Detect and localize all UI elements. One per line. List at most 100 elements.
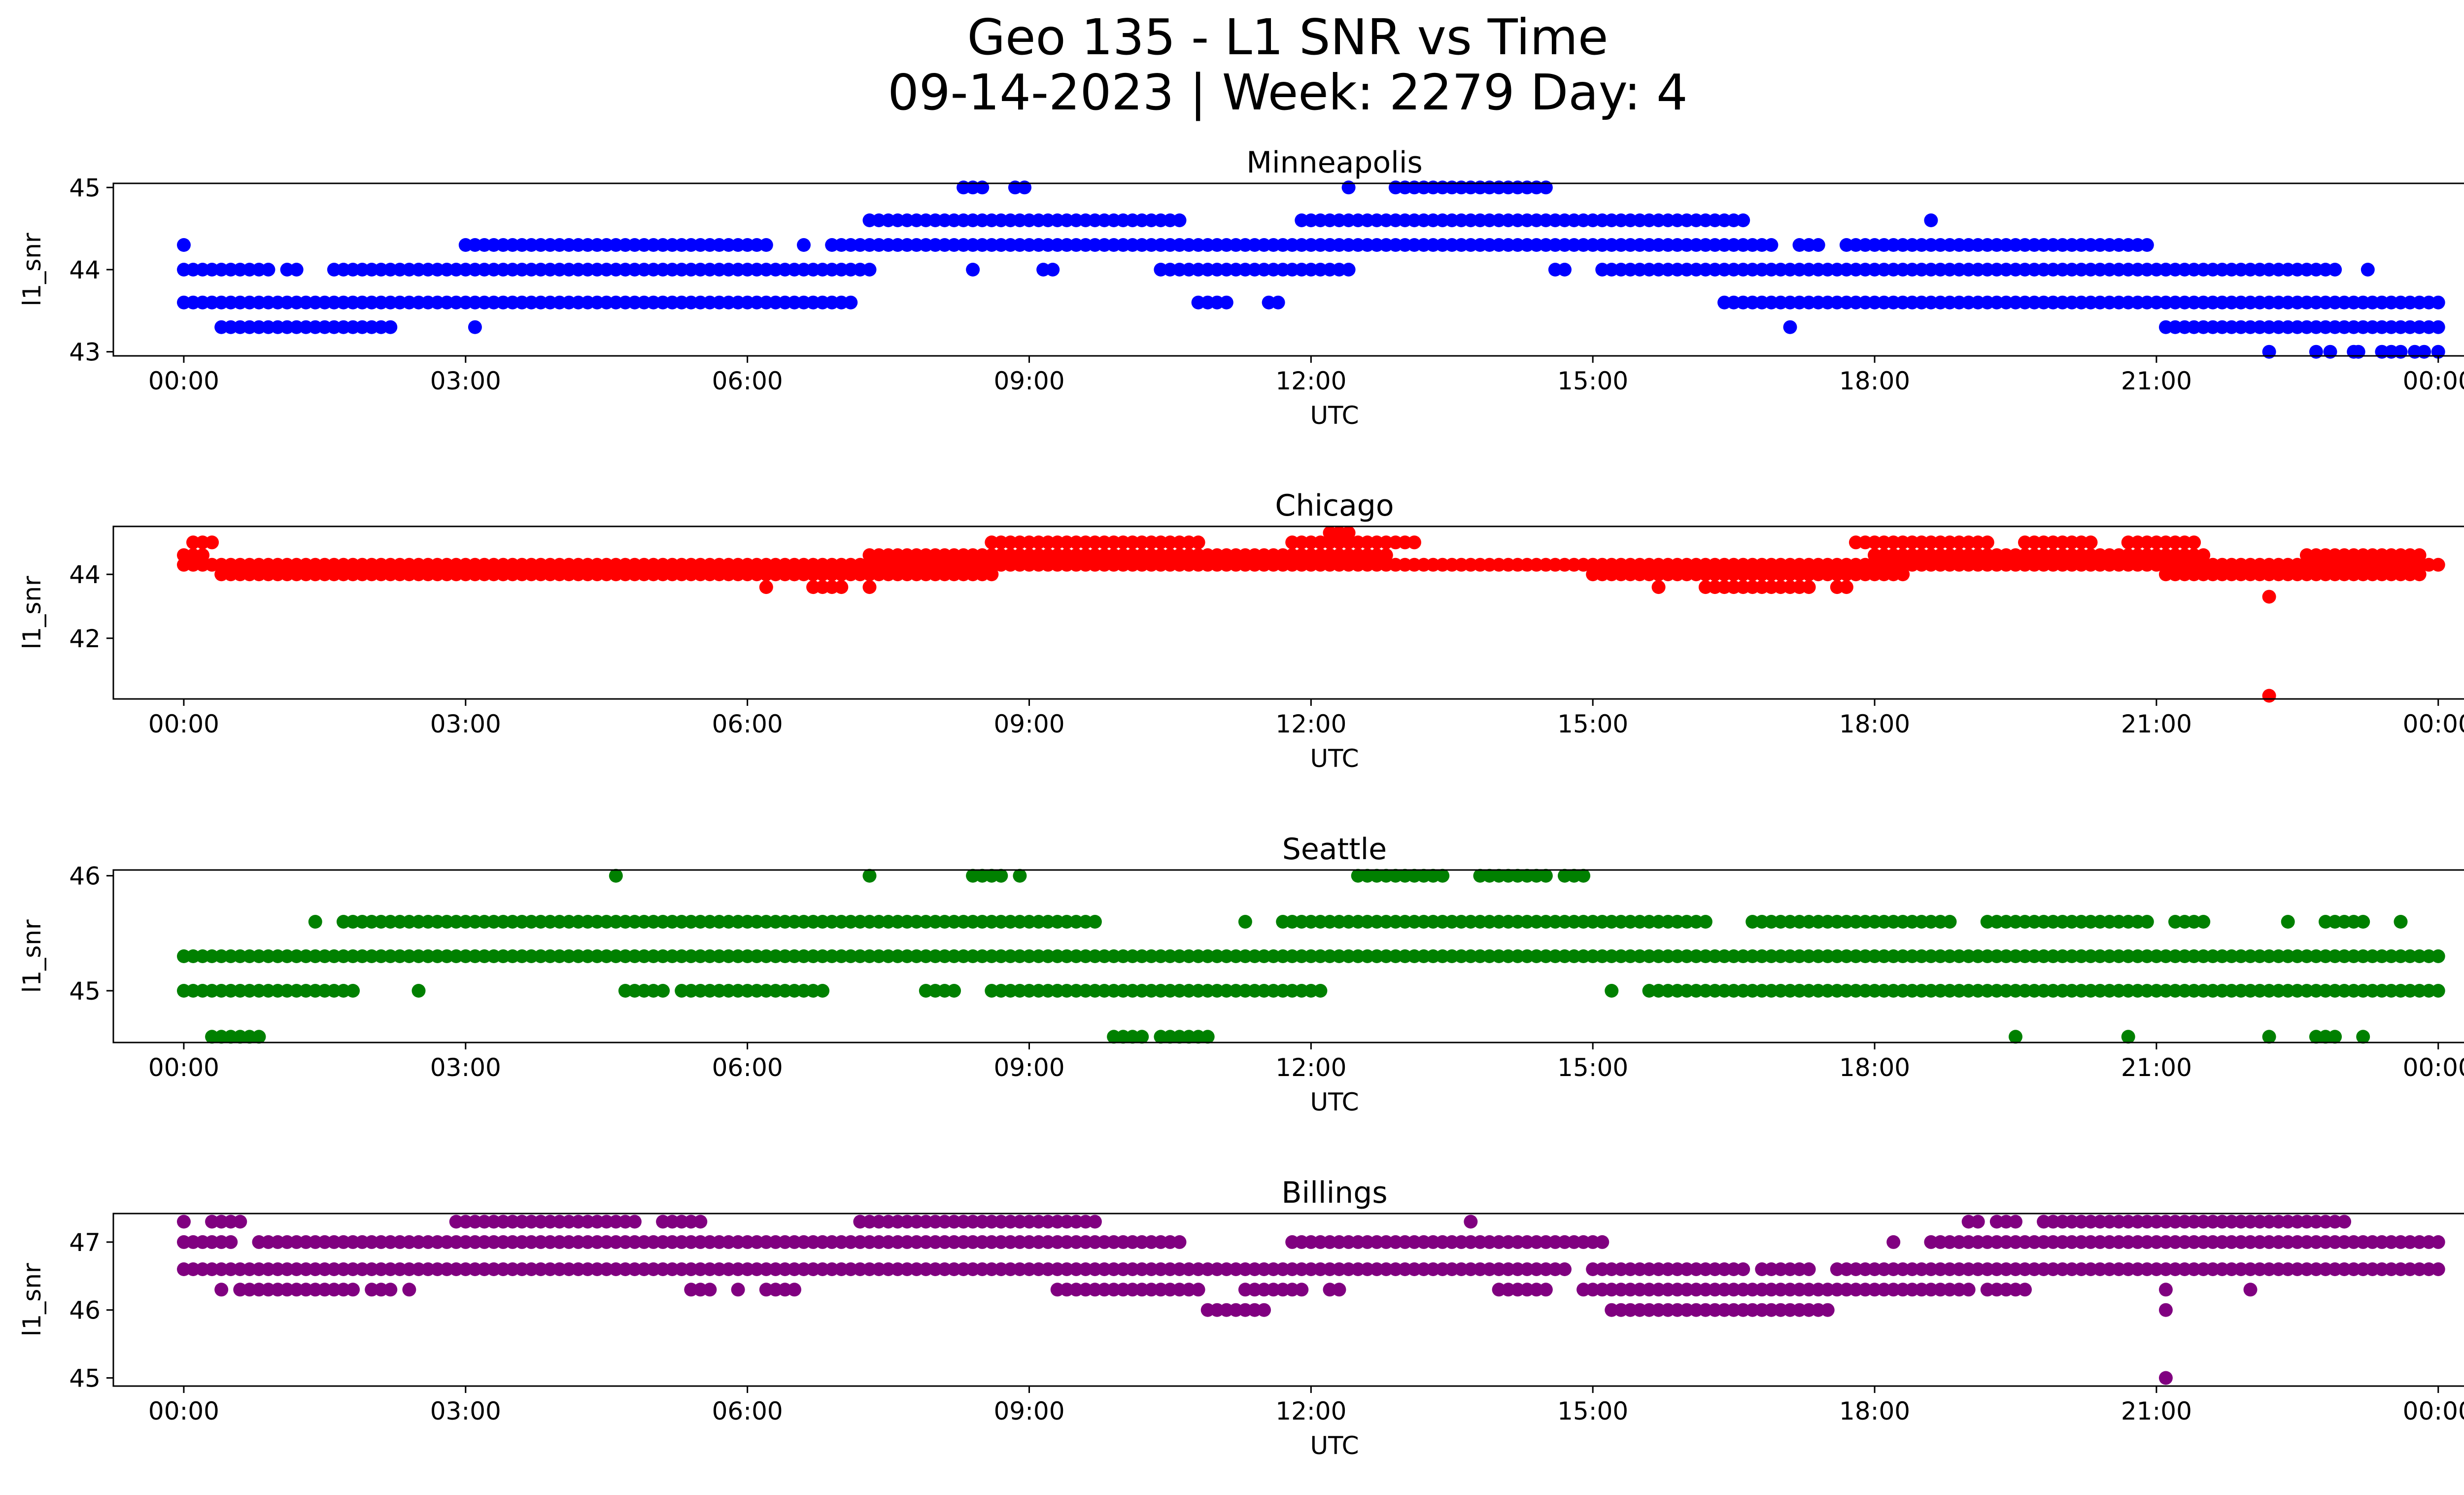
chart-1-xtick-label: 15:00: [1557, 710, 1628, 738]
chart-2-point: [1698, 915, 1712, 929]
chart-2-point: [2356, 915, 2370, 929]
chart-3-point: [2158, 1283, 2173, 1297]
chart-2-point: [609, 869, 623, 883]
chart-3-point: [1464, 1215, 1478, 1229]
chart-2-xtick-label: 12:00: [1275, 1053, 1346, 1082]
chart-0-point: [1736, 213, 1750, 227]
chart-3-point: [1971, 1215, 1985, 1229]
chart-2-point: [947, 984, 961, 998]
chart-2-title: Seattle: [1282, 832, 1387, 867]
chart-3-point: [1172, 1235, 1187, 1249]
chart-2-point: [1943, 915, 1957, 929]
chart-0-ylabel: l1_snr: [18, 233, 46, 306]
chart-3-point: [2431, 1262, 2445, 1276]
chart-3-point: [1088, 1215, 1102, 1229]
chart-0-point: [844, 295, 858, 310]
chart-3-point: [1595, 1235, 1609, 1249]
chart-3-point: [2158, 1371, 2173, 1385]
subplots: Minneapolis 00:00 03:00 06:00 09:00 12:00 15:0…: [18, 145, 2464, 1460]
chart-0-points: [177, 180, 2445, 359]
chart-3-point: [214, 1283, 229, 1297]
chart-1-title: Chicago: [1275, 488, 1394, 523]
chart-1-point: [2187, 535, 2201, 550]
chart-2-point: [1539, 869, 1553, 883]
chart-2-xtick-label: 00:00: [2403, 1053, 2464, 1082]
chart-2-point: [994, 869, 1008, 883]
chart-3-point: [2158, 1303, 2173, 1317]
chart-2-point: [1135, 1030, 1149, 1044]
chart-3-point: [1886, 1235, 1901, 1249]
chart-2-ytick-label: 45: [69, 977, 101, 1006]
chart-3-point: [224, 1235, 238, 1249]
chart-0-point: [468, 320, 482, 334]
chart-0-point: [759, 238, 773, 252]
chart-3-point: [402, 1283, 416, 1297]
chart-1-axes-frame: [112, 525, 2464, 700]
chart-0-point: [383, 320, 398, 334]
chart-1-xtick-label: 03:00: [430, 710, 501, 738]
chart-0-point: [862, 263, 877, 277]
chart-2-point: [2328, 1030, 2342, 1044]
chart-3-ylabel: l1_snr: [18, 1263, 46, 1336]
chart-0-xtick-label: 15:00: [1557, 367, 1628, 395]
chart-2-point: [1088, 915, 1102, 929]
chart-3-point: [2009, 1215, 2022, 1229]
chart-0-point: [1558, 263, 1572, 277]
chart-2-point: [2394, 915, 2408, 929]
chart-3-xtick-label: 00:00: [148, 1397, 219, 1425]
chart-2-point: [1200, 1030, 1215, 1044]
chart-3-point: [346, 1283, 360, 1297]
chart-3-xtick-label: 15:00: [1557, 1397, 1628, 1425]
chart-3-point: [1332, 1283, 1346, 1297]
chart-2-point: [2262, 1030, 2276, 1044]
chart-1-point: [205, 535, 219, 550]
chart-2-point: [252, 1030, 266, 1044]
chart-3-point: [703, 1283, 717, 1297]
chart-3-point: [1191, 1283, 1205, 1297]
chart-3-point: [1295, 1283, 1309, 1297]
chart-2-point: [1013, 869, 1027, 883]
chart-0: Minneapolis 00:00 03:00 06:00 09:00 12:00 15:0…: [18, 145, 2464, 430]
chart-1-point: [1980, 535, 1994, 550]
chart-1-point: [759, 580, 773, 594]
chart-2-point: [816, 984, 830, 998]
chart-1-point: [2412, 548, 2427, 562]
chart-2-xtick-label: 18:00: [1839, 1053, 1910, 1082]
chart-1-xtick-label: 06:00: [712, 710, 783, 738]
chart-2-point: [2281, 915, 2295, 929]
chart-2-point: [2121, 1030, 2135, 1044]
chart-0-point: [261, 263, 275, 277]
chart-1-xtick-label: 18:00: [1839, 710, 1910, 738]
chart-1-point: [196, 548, 210, 562]
chart-2-point: [346, 984, 360, 998]
chart-1: Chicago 00:00 03:00 06:00 09:00 12:00 15:00 18:…: [18, 488, 2464, 773]
chart-2-point: [411, 984, 426, 998]
chart-2-point: [1313, 984, 1328, 998]
chart-1-point: [834, 580, 849, 594]
chart-0-point: [289, 263, 304, 277]
chart-1-xtick-label: 00:00: [2403, 710, 2464, 738]
chart-3-point: [2431, 1235, 2445, 1249]
chart-2-xtick-label: 00:00: [148, 1053, 219, 1082]
chart-1-point: [2262, 590, 2276, 604]
chart-0-point: [1764, 238, 1779, 252]
chart-2-point: [2356, 1030, 2370, 1044]
chart-3-points: [177, 1215, 2445, 1385]
chart-1-points: [177, 526, 2445, 703]
chart-2: Seattle 00:00 03:00 06:00 09:00 12:00 15:00 18:…: [18, 832, 2464, 1116]
chart-0-ytick-label: 45: [69, 174, 101, 202]
chart-3-point: [1539, 1283, 1553, 1297]
chart-1-point: [2412, 567, 2427, 582]
chart-1-point: [862, 580, 877, 594]
chart-0-xtick-label: 00:00: [148, 367, 219, 395]
chart-3-point: [731, 1283, 745, 1297]
chart-3-point: [627, 1215, 642, 1229]
figure-title-line2: 09-14-2023 | Week: 2279 Day: 4: [888, 64, 1687, 121]
chart-2-point: [1576, 869, 1591, 883]
chart-1-point: [2431, 557, 2445, 572]
chart-2-point: [862, 869, 877, 883]
chart-3-point: [787, 1283, 801, 1297]
chart-2-points: [177, 869, 2445, 1044]
chart-3-xtick-label: 12:00: [1275, 1397, 1346, 1425]
